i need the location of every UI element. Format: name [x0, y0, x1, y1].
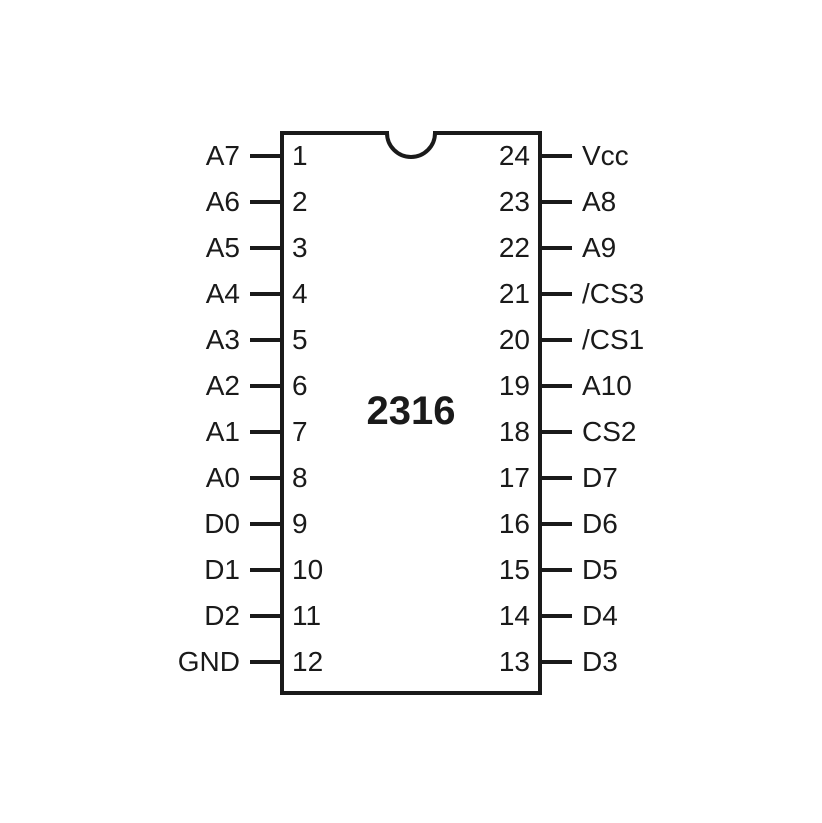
pin-label-right: A10: [582, 370, 632, 402]
pin-number-right: 20: [0, 324, 530, 356]
pin-number-right: 16: [0, 508, 530, 540]
pin-label-right: CS2: [582, 416, 636, 448]
pin-number-right: 22: [0, 232, 530, 264]
pin-label-right: D7: [582, 462, 618, 494]
pin-label-right: D6: [582, 508, 618, 540]
pin-label-right: /CS3: [582, 278, 644, 310]
pin-label-right: /CS1: [582, 324, 644, 356]
pin-number-right: 14: [0, 600, 530, 632]
pin-number-right: 15: [0, 554, 530, 586]
pin-label-right: D4: [582, 600, 618, 632]
pin-label-right: A8: [582, 186, 616, 218]
pin-label-right: A9: [582, 232, 616, 264]
chip-title: 2316: [282, 389, 540, 434]
pin-number-right: 21: [0, 278, 530, 310]
pin-number-right: 24: [0, 140, 530, 172]
chip-diagram: A71A62A53A44A35A26A17A08D09D110D211GND12…: [0, 0, 822, 823]
pin-number-right: 17: [0, 462, 530, 494]
pin-label-right: D5: [582, 554, 618, 586]
pin-label-right: Vcc: [582, 140, 629, 172]
pin-number-right: 13: [0, 646, 530, 678]
pin-number-right: 23: [0, 186, 530, 218]
pin-label-right: D3: [582, 646, 618, 678]
